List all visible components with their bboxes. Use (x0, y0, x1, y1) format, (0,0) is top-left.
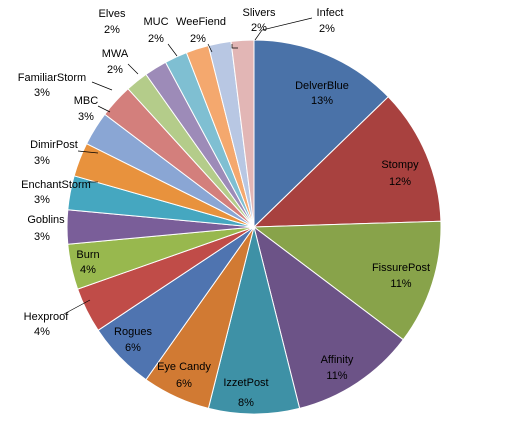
slice-label-eye-candy: Eye Candy (157, 361, 211, 373)
leader-line-infect (254, 17, 313, 41)
slice-label-muc: MUC (143, 16, 168, 28)
leader-lines-layer (63, 17, 313, 315)
slice-value-weefiend: 2% (190, 33, 206, 45)
slice-value-izzetpost: 8% (238, 397, 254, 409)
slice-value-affinity: 11% (326, 370, 347, 382)
slices-layer (66, 39, 442, 415)
slice-delverblue (253, 39, 389, 229)
slice-label-rogues: Rogues (114, 326, 152, 338)
slice-value-fissurepost: 11% (390, 278, 411, 290)
slice-label-mbc: MBC (74, 95, 99, 107)
slice-label-dimirpost: DimirPost (30, 139, 78, 151)
leader-line-mbc (97, 105, 111, 113)
slice-label-goblins: Goblins (27, 214, 65, 226)
leader-line-mwa (127, 63, 139, 75)
slice-label-burn: Burn (76, 249, 99, 261)
leader-line-dimirpost (77, 150, 99, 154)
slice-label-izzetpost: IzzetPost (223, 377, 268, 389)
slice-label-affinity: Affinity (321, 354, 354, 366)
slice-value-mbc: 3% (78, 111, 94, 123)
slice-label-familiarstorm: FamiliarStorm (18, 72, 86, 84)
slice-value-familiarstorm: 3% (34, 87, 50, 99)
slice-value-rogues: 6% (125, 342, 141, 354)
slice-label-mwa: MWA (102, 48, 129, 60)
slice-value-slivers: 2% (251, 22, 267, 34)
leader-line-slivers (231, 44, 238, 49)
leader-line-hexproof (63, 299, 91, 315)
slice-label-weefiend: WeeFiend (176, 16, 226, 28)
slice-value-delverblue: 13% (311, 95, 333, 107)
leader-line-muc (167, 43, 178, 57)
slice-value-enchantstorm: 3% (34, 194, 50, 206)
slice-value-eye-candy: 6% (176, 378, 192, 390)
slice-stompy (252, 96, 442, 228)
slice-fissurepost (252, 220, 442, 341)
slice-label-hexproof: Hexproof (24, 311, 70, 323)
slice-label-delverblue: DelverBlue (295, 80, 349, 92)
slice-izzetpost (207, 226, 301, 415)
slice-value-burn: 4% (80, 264, 96, 276)
slice-label-stompy: Stompy (381, 159, 419, 171)
slice-label-enchantstorm: EnchantStorm (21, 179, 91, 191)
slice-value-stompy: 12% (389, 176, 411, 188)
slice-value-goblins: 3% (34, 231, 50, 243)
slice-label-infect: Infect (317, 7, 344, 19)
labels-layer: DelverBlue 13% Stompy 12% FissurePost 11% Affi… (18, 7, 430, 409)
slice-value-dimirpost: 3% (34, 155, 50, 167)
slice-label-fissurepost: FissurePost (372, 262, 430, 274)
leader-line-weefiend (207, 43, 213, 53)
slice-value-muc: 2% (148, 33, 164, 45)
leader-line-familiarstorm (91, 81, 113, 91)
slice-value-mwa: 2% (107, 64, 123, 76)
slice-label-elves: Elves (99, 8, 126, 20)
slice-affinity (253, 225, 404, 409)
slice-label-slivers: Slivers (242, 7, 276, 19)
slice-value-hexproof: 4% (34, 326, 50, 338)
slice-value-elves: 2% (104, 24, 120, 36)
slice-infect (230, 39, 255, 228)
slice-value-infect: 2% (319, 23, 335, 35)
